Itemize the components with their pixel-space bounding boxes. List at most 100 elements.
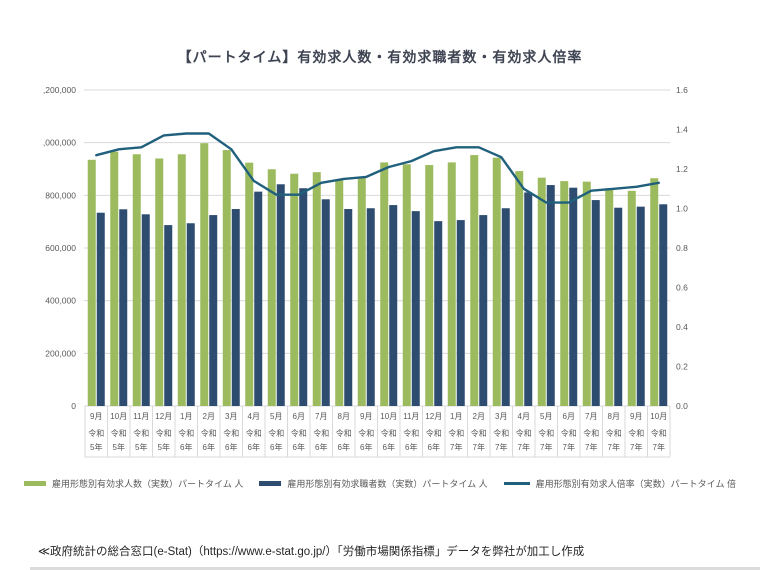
left-axis-tick: 200,000 bbox=[45, 348, 76, 358]
x-axis-month-label: 1月 bbox=[180, 412, 192, 421]
ratio-line bbox=[95, 132, 660, 204]
x-axis-era-label: 令和 bbox=[268, 428, 284, 438]
x-axis-month-label: 10月 bbox=[380, 412, 397, 421]
x-axis-era-label: 令和 bbox=[448, 428, 464, 438]
bar-job-openings bbox=[312, 172, 321, 406]
bar-job-seekers bbox=[569, 187, 578, 406]
legend-line-swatch-icon bbox=[503, 482, 530, 485]
chart-title: 【パートタイム】有効求人数・有効求職者数・有効求人倍率 bbox=[177, 49, 583, 65]
x-axis-year-label: 7年 bbox=[540, 442, 552, 452]
x-axis-era-label: 令和 bbox=[403, 428, 419, 438]
bar-job-openings bbox=[132, 154, 141, 406]
x-axis-era-label: 令和 bbox=[336, 428, 352, 438]
bar-job-seekers bbox=[254, 191, 263, 406]
x-axis-month-label: 11月 bbox=[133, 412, 149, 421]
x-axis-era-label: 令和 bbox=[156, 428, 172, 438]
bar-job-seekers bbox=[119, 209, 128, 406]
legend-bar-swatch-icon bbox=[24, 481, 46, 486]
bar-job-openings bbox=[582, 181, 591, 406]
bar-job-openings bbox=[447, 162, 456, 406]
x-axis-month-label: 9月 bbox=[630, 412, 642, 421]
bar-job-openings bbox=[177, 154, 186, 406]
x-axis-era-label: 令和 bbox=[426, 428, 442, 438]
x-axis-year-label: 6年 bbox=[293, 442, 305, 452]
x-axis-era-label: 令和 bbox=[201, 428, 217, 438]
bar-job-seekers bbox=[344, 209, 353, 406]
x-axis-month-label: 2月 bbox=[203, 412, 215, 421]
x-axis-month-label: 4月 bbox=[248, 412, 260, 421]
bar-job-seekers bbox=[456, 220, 465, 406]
x-axis-month-label: 9月 bbox=[90, 412, 102, 421]
x-axis-month-label: 5月 bbox=[270, 412, 282, 421]
bar-job-openings bbox=[245, 162, 254, 406]
bar-job-seekers bbox=[164, 225, 173, 406]
right-axis-tick: 1.6 bbox=[676, 85, 688, 95]
x-axis-era-label: 令和 bbox=[223, 428, 239, 438]
bar-job-seekers bbox=[411, 211, 420, 406]
bar-job-seekers bbox=[186, 223, 195, 406]
x-axis-month-label: 8月 bbox=[608, 412, 620, 421]
x-axis-year-label: 7年 bbox=[495, 442, 507, 452]
x-axis-month-label: 4月 bbox=[518, 412, 530, 421]
left-axis-tick: ,000,000 bbox=[43, 138, 76, 148]
x-axis-year-label: 7年 bbox=[473, 442, 485, 452]
x-axis-year-label: 6年 bbox=[225, 442, 237, 452]
x-axis-month-label: 7月 bbox=[585, 412, 597, 421]
x-axis-month-label: 3月 bbox=[495, 412, 507, 421]
x-axis-month-label: 12月 bbox=[155, 412, 172, 421]
x-axis-month-label: 8月 bbox=[338, 412, 350, 421]
legend-item: 雇用形態別有効求職者数（実数）パートタイム 人 bbox=[259, 477, 488, 490]
x-axis-era-label: 令和 bbox=[651, 428, 667, 438]
x-axis-era-label: 令和 bbox=[291, 428, 307, 438]
bar-job-seekers bbox=[546, 185, 555, 406]
x-axis-month-label: 2月 bbox=[473, 412, 485, 421]
bar-job-openings bbox=[200, 143, 209, 406]
bar-job-openings bbox=[425, 165, 434, 406]
legend-bar-swatch-icon bbox=[259, 481, 282, 486]
x-axis-month-label: 3月 bbox=[225, 412, 237, 421]
x-axis-era-label: 令和 bbox=[516, 428, 532, 438]
x-axis-year-label: 6年 bbox=[338, 442, 350, 452]
bar-job-openings bbox=[402, 164, 411, 406]
x-axis-era-label: 令和 bbox=[561, 428, 577, 438]
x-axis-year-label: 6年 bbox=[203, 442, 215, 452]
left-axis-tick: 800,000 bbox=[45, 190, 76, 200]
bar-job-seekers bbox=[524, 192, 533, 406]
x-axis-era-label: 令和 bbox=[133, 428, 149, 438]
x-axis-month-label: 7月 bbox=[315, 412, 327, 421]
bar-job-openings bbox=[267, 169, 276, 406]
legend-label: 雇用形態別有効求人倍率（実数）パートタイム 倍 bbox=[535, 479, 736, 489]
x-axis-month-label: 6月 bbox=[563, 412, 575, 421]
bar-job-openings bbox=[155, 158, 164, 406]
legend-label: 雇用形態別有効求職者数（実数）パートタイム 人 bbox=[287, 479, 488, 489]
x-axis-era-label: 令和 bbox=[606, 428, 622, 438]
x-axis-month-label: 5月 bbox=[540, 412, 552, 421]
x-axis-era-label: 令和 bbox=[178, 428, 194, 438]
right-axis-tick: 1.0 bbox=[676, 204, 688, 214]
legend-label: 雇用形態別有効求人数（実数）パートタイム 人 bbox=[52, 479, 244, 489]
x-axis-year-label: 7年 bbox=[630, 442, 642, 452]
legend-item: 雇用形態別有効求人数（実数）パートタイム 人 bbox=[24, 477, 243, 490]
x-axis-era-label: 令和 bbox=[471, 428, 487, 438]
x-axis-year-label: 7年 bbox=[653, 442, 665, 452]
x-axis-era-label: 令和 bbox=[358, 428, 374, 438]
x-axis-era-label: 令和 bbox=[111, 428, 127, 438]
bar-job-openings bbox=[537, 177, 546, 406]
chart-legend: 雇用形態別有効求人数（実数）パートタイム 人 雇用形態別有効求職者数（実数）パート… bbox=[0, 477, 760, 490]
bar-job-seekers bbox=[276, 184, 285, 406]
bar-job-seekers bbox=[299, 188, 308, 406]
x-axis-year-label: 6年 bbox=[270, 442, 282, 452]
bar-job-seekers bbox=[366, 208, 375, 406]
source-note: ≪政府統計の総合窓口(e-Stat)（https://www.e-stat.go… bbox=[38, 546, 585, 558]
x-axis-era-label: 令和 bbox=[88, 428, 104, 438]
bar-job-seekers bbox=[479, 215, 488, 406]
window-edge-bar bbox=[30, 567, 760, 570]
x-axis-month-label: 12月 bbox=[425, 412, 442, 421]
right-axis-tick: 0.0 bbox=[676, 401, 688, 411]
left-axis-tick: ,200,000 bbox=[43, 85, 76, 95]
bar-job-seekers bbox=[96, 212, 105, 406]
bar-job-openings bbox=[492, 157, 501, 406]
x-axis-year-label: 7年 bbox=[563, 442, 575, 452]
x-axis-month-label: 1月 bbox=[450, 412, 462, 421]
